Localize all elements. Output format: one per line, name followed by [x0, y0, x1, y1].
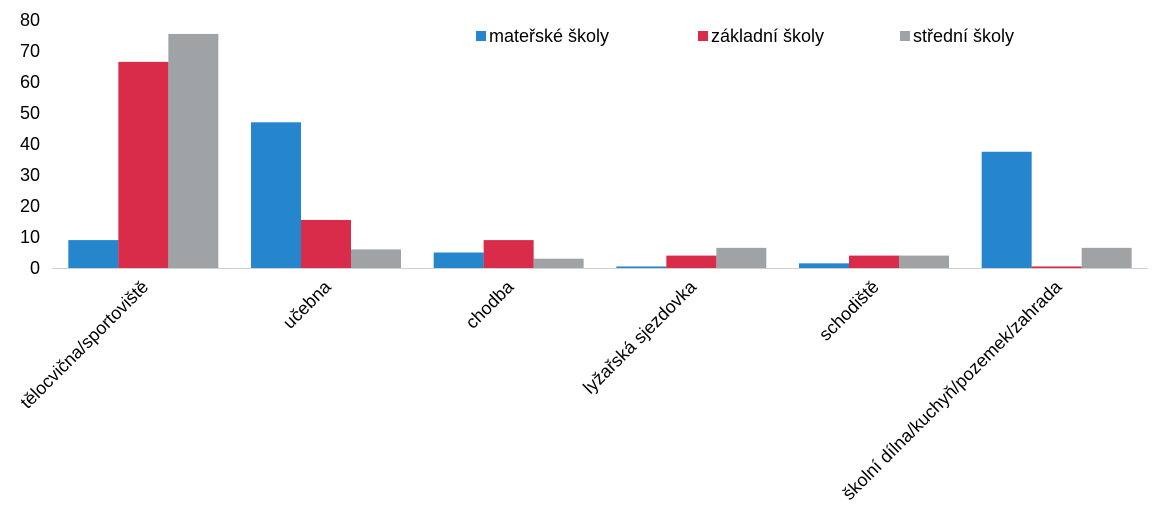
bar: [533, 258, 584, 268]
y-tick-label: 20: [20, 196, 40, 216]
x-category-label: lyžařská sjezdovka: [579, 276, 701, 398]
legend-swatch: [476, 31, 486, 41]
y-axis-ticks: 0 10 20 30 40 50 60 70 80: [20, 10, 40, 278]
bar: [68, 240, 119, 268]
x-category-label: tělocvična/sportoviště: [16, 277, 152, 413]
legend-label: základní školy: [711, 26, 824, 46]
x-category-label: školní dílna/kuchyň/pozemek/zahrada: [838, 276, 1066, 504]
y-tick-label: 40: [20, 134, 40, 154]
y-tick-label: 80: [20, 10, 40, 30]
y-tick-label: 60: [20, 72, 40, 92]
bar: [251, 122, 301, 268]
bar: [168, 33, 219, 269]
bar: [301, 219, 351, 268]
x-category-label: schodiště: [815, 277, 883, 345]
legend-label: mateřské školy: [489, 26, 609, 46]
legend-swatch: [900, 31, 910, 41]
bar: [716, 247, 767, 268]
bar: [351, 249, 401, 268]
bar: [849, 255, 899, 268]
legend-label: střední školy: [913, 26, 1014, 46]
y-tick-label: 70: [20, 41, 40, 61]
category-labels: tělocvična/sportoviště učebna chodba lyžařs…: [16, 276, 1066, 504]
legend-swatch: [698, 31, 708, 41]
bar: [981, 151, 1032, 268]
y-tick-label: 0: [30, 258, 40, 278]
y-tick-label: 50: [20, 103, 40, 123]
x-category-label: učebna: [279, 276, 336, 333]
x-category-label: chodba: [462, 276, 519, 333]
bar: [666, 255, 717, 268]
bar: [1031, 266, 1082, 268]
bar: [1081, 247, 1132, 268]
bar: [483, 240, 534, 268]
bar: [433, 252, 484, 268]
legend: mateřské školy základní školy střední škol…: [476, 26, 1014, 46]
bar: [616, 266, 667, 268]
bar: [899, 255, 949, 268]
y-tick-label: 10: [20, 227, 40, 247]
bar: [118, 61, 169, 268]
bars: [68, 33, 1132, 269]
bar: [799, 263, 849, 268]
y-tick-label: 30: [20, 165, 40, 185]
